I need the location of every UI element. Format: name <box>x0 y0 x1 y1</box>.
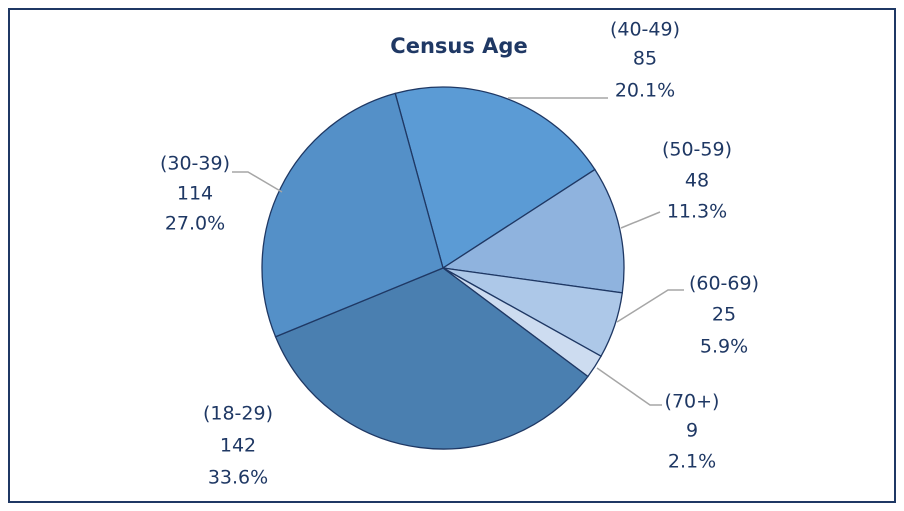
value-label: 48 <box>685 170 709 192</box>
percent-label: 5.9% <box>700 336 748 358</box>
value-label: 142 <box>220 435 256 457</box>
value-label: 9 <box>686 420 698 442</box>
pie-slice <box>394 86 596 270</box>
percent-label: 11.3% <box>667 201 727 223</box>
pie-slice <box>441 168 625 294</box>
pie-slice <box>261 92 444 338</box>
percent-label: 2.1% <box>668 451 716 473</box>
percent-label: 33.6% <box>208 467 268 489</box>
leader-line <box>596 367 662 406</box>
category-label: (70+) <box>665 391 720 413</box>
leader-line <box>616 289 684 323</box>
category-label: (60-69) <box>689 273 759 295</box>
value-label: 25 <box>712 304 736 326</box>
category-label: (18-29) <box>203 403 273 425</box>
leader-line <box>232 171 283 193</box>
leader-line <box>620 211 661 229</box>
category-label: (40-49) <box>610 19 680 41</box>
category-label: (30-39) <box>160 153 230 175</box>
value-label: 85 <box>633 48 657 70</box>
value-label: 114 <box>177 183 213 205</box>
percent-label: 20.1% <box>615 80 675 102</box>
category-label: (50-59) <box>662 139 732 161</box>
chart-title: Census Age <box>390 34 527 58</box>
percent-label: 27.0% <box>165 213 225 235</box>
pie-slice <box>274 267 589 450</box>
